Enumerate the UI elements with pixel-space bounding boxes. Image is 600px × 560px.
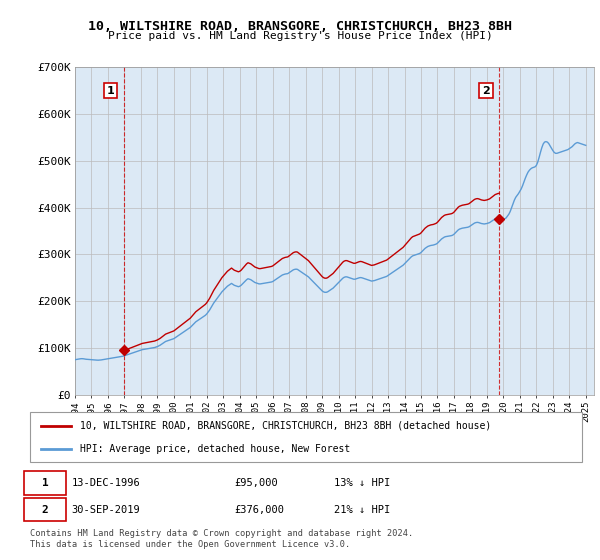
Text: 2: 2 [41, 505, 48, 515]
Text: 2: 2 [482, 86, 490, 96]
Text: 13% ↓ HPI: 13% ↓ HPI [334, 478, 390, 488]
Text: 13-DEC-1996: 13-DEC-1996 [71, 478, 140, 488]
Text: £95,000: £95,000 [234, 478, 278, 488]
Text: 1: 1 [41, 478, 48, 488]
Text: 30-SEP-2019: 30-SEP-2019 [71, 505, 140, 515]
Text: Contains HM Land Registry data © Crown copyright and database right 2024.
This d: Contains HM Land Registry data © Crown c… [30, 529, 413, 549]
Text: 1: 1 [107, 86, 115, 96]
Text: 10, WILTSHIRE ROAD, BRANSGORE, CHRISTCHURCH, BH23 8BH (detached house): 10, WILTSHIRE ROAD, BRANSGORE, CHRISTCHU… [80, 421, 491, 431]
Text: HPI: Average price, detached house, New Forest: HPI: Average price, detached house, New … [80, 445, 350, 454]
Text: £376,000: £376,000 [234, 505, 284, 515]
Text: 10, WILTSHIRE ROAD, BRANSGORE, CHRISTCHURCH, BH23 8BH: 10, WILTSHIRE ROAD, BRANSGORE, CHRISTCHU… [88, 20, 512, 32]
Text: Price paid vs. HM Land Registry's House Price Index (HPI): Price paid vs. HM Land Registry's House … [107, 31, 493, 41]
FancyBboxPatch shape [25, 498, 66, 521]
Text: 21% ↓ HPI: 21% ↓ HPI [334, 505, 390, 515]
FancyBboxPatch shape [25, 472, 66, 495]
